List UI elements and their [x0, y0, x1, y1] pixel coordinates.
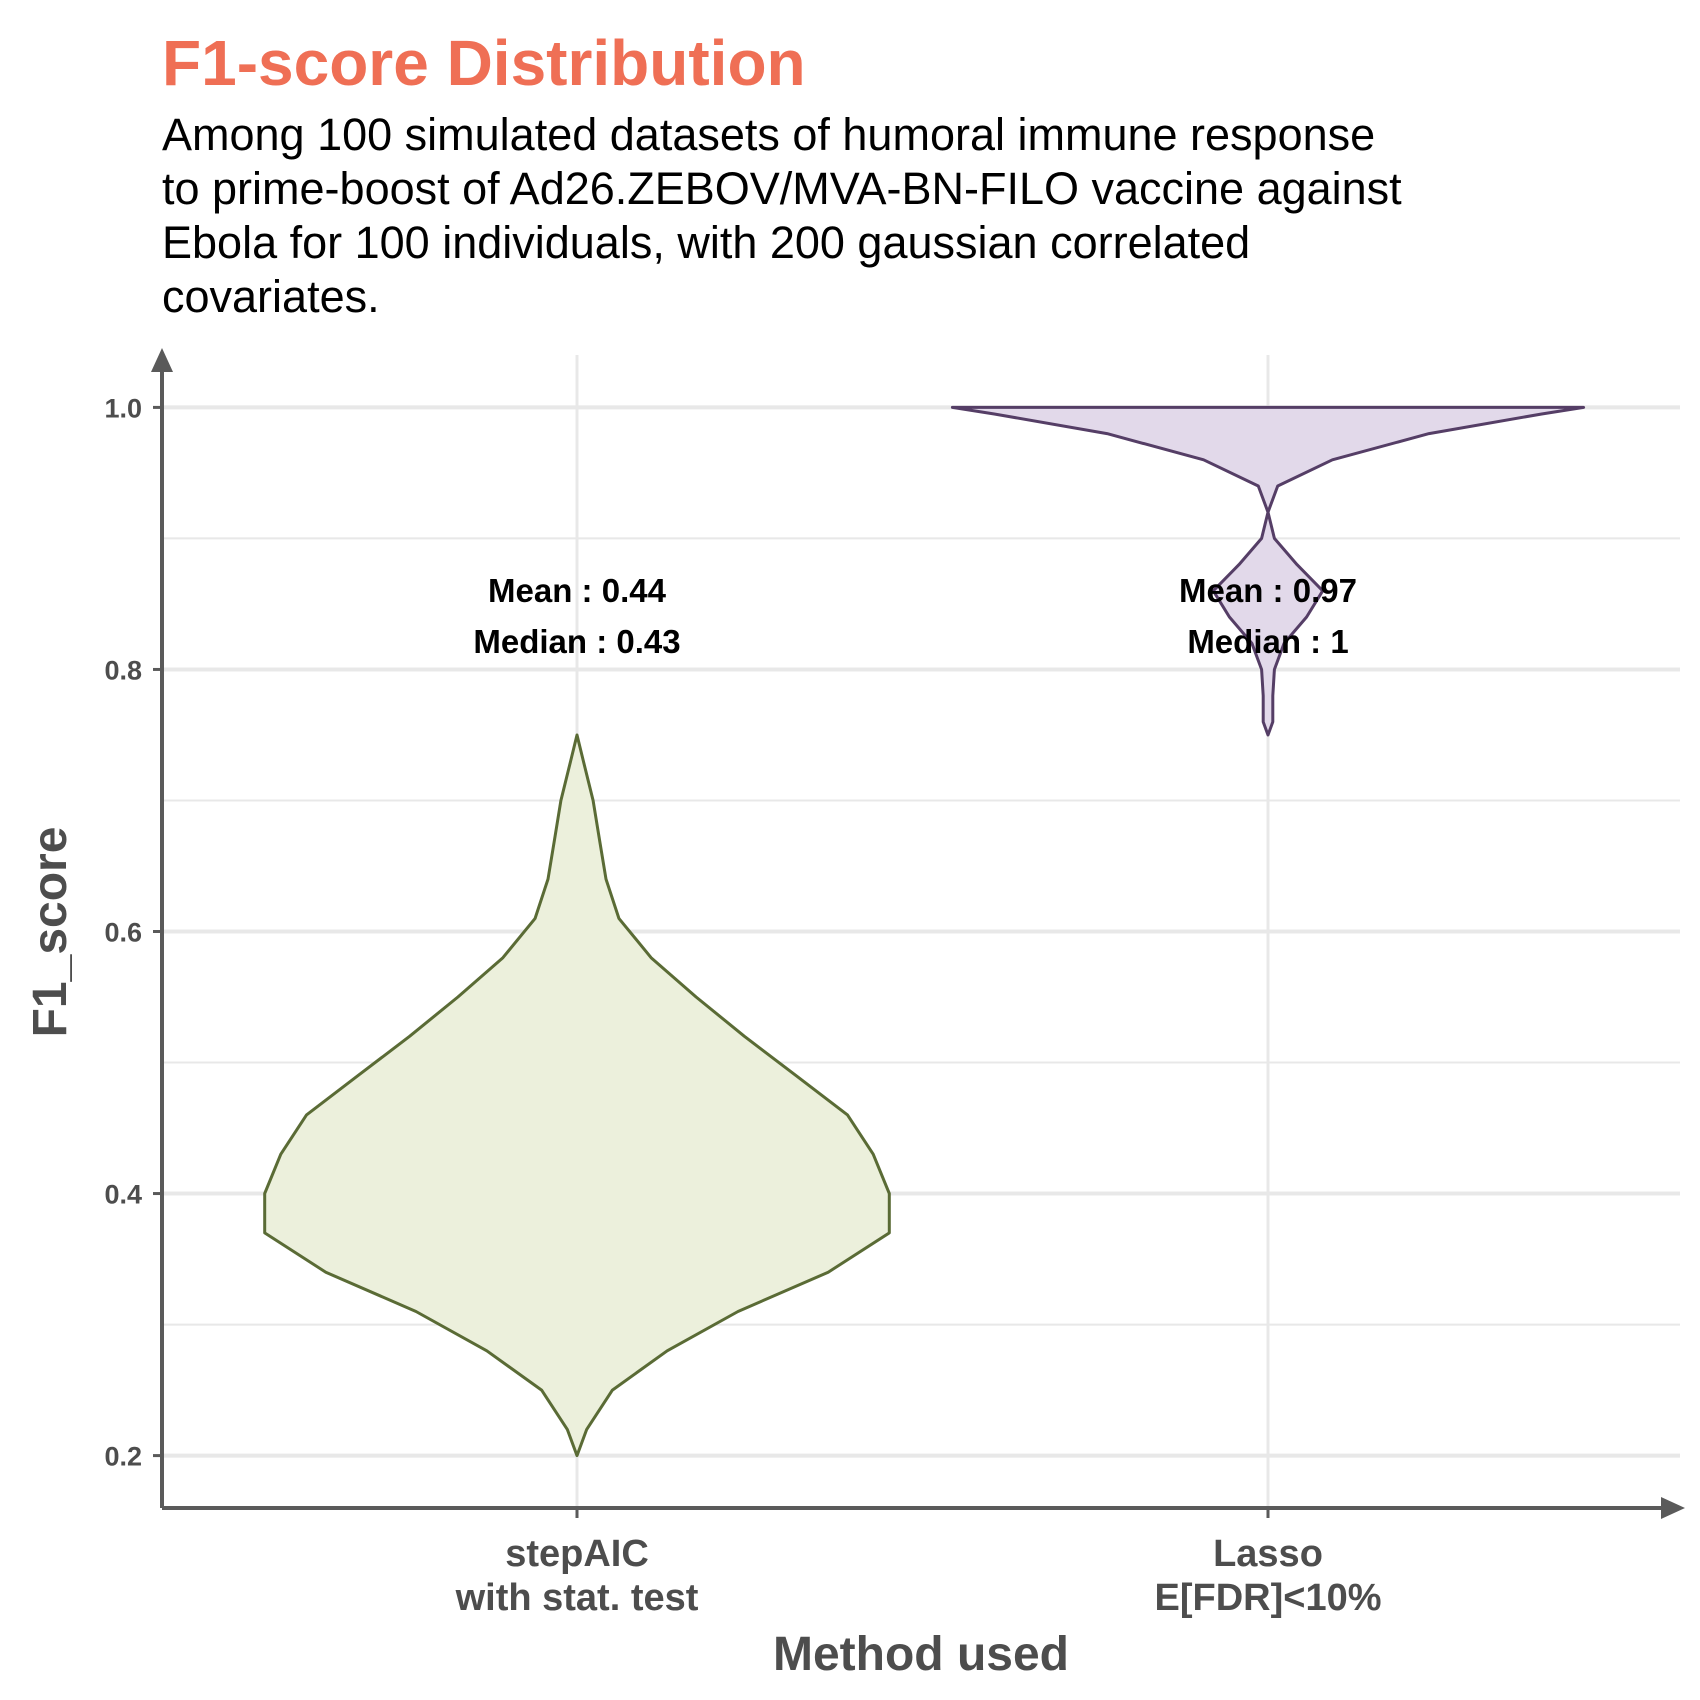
- chart-subtitle-line: covariates.: [162, 271, 380, 322]
- violins: [263, 405, 1586, 1458]
- mean-label: Mean : 0.97: [1179, 572, 1357, 609]
- chart-subtitle-line: Among 100 simulated datasets of humoral …: [162, 109, 1375, 160]
- y-axis-title: F1_score: [24, 827, 77, 1038]
- x-tick-label: Lasso: [1213, 1533, 1323, 1575]
- x-axis-arrow: [1661, 1497, 1685, 1519]
- violin-1: [950, 405, 1586, 737]
- chart-title: F1-score Distribution: [162, 27, 806, 99]
- y-tick-label: 0.4: [104, 1180, 142, 1210]
- violin-0: [263, 733, 891, 1458]
- y-ticks: 0.2 0.4 0.6 0.8 1.0: [104, 393, 162, 1472]
- x-tick-label: E[FDR]<10%: [1155, 1577, 1382, 1619]
- y-tick-label: 0.2: [104, 1442, 142, 1472]
- mean-label: Mean : 0.44: [488, 572, 667, 609]
- y-axis-arrow: [151, 348, 173, 372]
- median-label: Median : 1: [1187, 623, 1348, 660]
- median-label: Median : 0.43: [473, 623, 680, 660]
- annotations: Mean : 0.44 Median : 0.43 Mean : 0.97 Media…: [473, 572, 1357, 660]
- y-tick-label: 0.8: [104, 655, 142, 685]
- chart-subtitle-line: to prime-boost of Ad26.ZEBOV/MVA-BN-FILO…: [162, 163, 1402, 214]
- grid: [162, 355, 1680, 1508]
- x-tick-label: stepAIC: [505, 1533, 649, 1575]
- axes: [151, 348, 1685, 1519]
- x-axis-title: Method used: [773, 1628, 1069, 1681]
- chart-subtitle-line: Ebola for 100 individuals, with 200 gaus…: [162, 217, 1250, 268]
- y-tick-label: 0.6: [104, 918, 142, 948]
- y-tick-label: 1.0: [104, 393, 142, 423]
- x-tick-label: with stat. test: [455, 1577, 699, 1619]
